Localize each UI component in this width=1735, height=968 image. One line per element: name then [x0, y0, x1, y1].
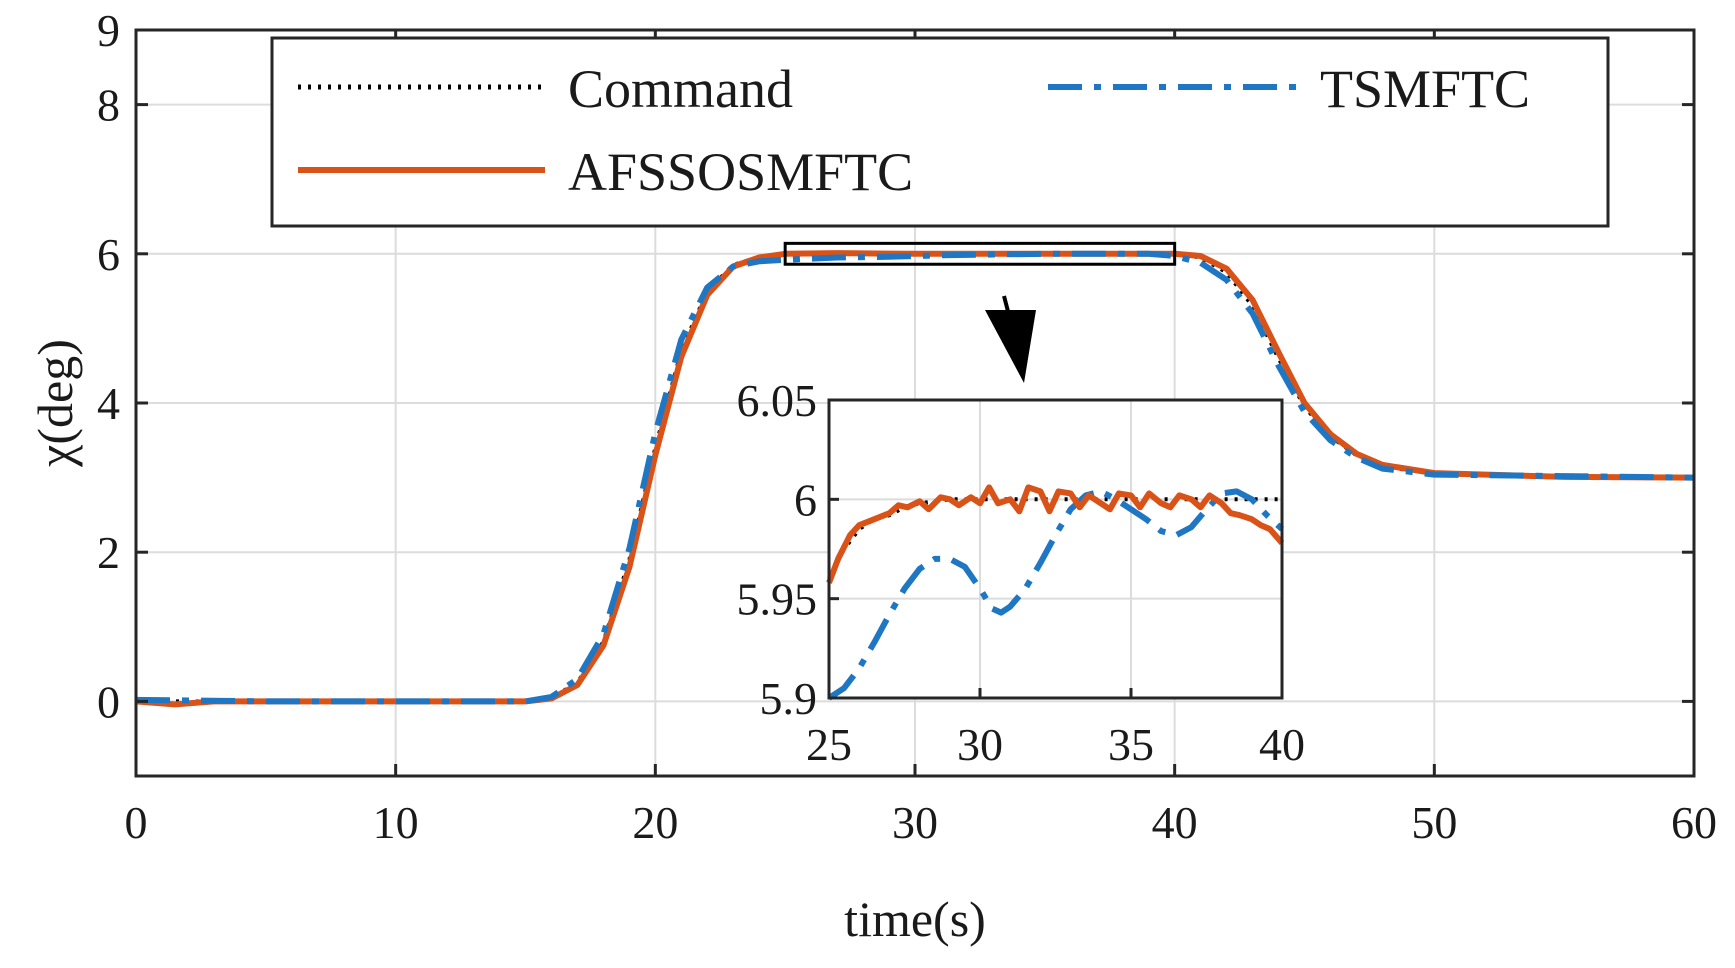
inset-series — [826, 484, 1285, 701]
series-line-tsmftc — [135, 250, 1695, 705]
series-line-afssosmftc — [135, 250, 1695, 708]
inset-x-tick-label: 30 — [957, 719, 1003, 770]
zoom-box — [783, 241, 1177, 266]
legend-box — [270, 36, 1610, 228]
x-tick-label: 10 — [373, 797, 419, 848]
inset-ticks: 25 30 35 40 6.05 6 5.95 5.9 — [737, 375, 1306, 770]
y-axis-title: χ(deg) — [27, 339, 83, 468]
inset-y-tick-label: 6.05 — [737, 375, 818, 426]
inset-y-tick-label: 5.9 — [760, 673, 818, 724]
zoom-box-rect — [783, 241, 1177, 266]
y-tick-label: 4 — [97, 378, 120, 429]
legend-command-label: Command — [568, 59, 793, 119]
y-tick-label: 6 — [97, 229, 120, 280]
inset-y-tick-label: 5.95 — [737, 574, 818, 625]
inset-series-line-command — [827, 497, 1282, 580]
inset-y-tick-label: 6 — [794, 474, 817, 525]
x-tick-label: 20 — [632, 797, 678, 848]
x-axis-title: time(s) — [844, 891, 986, 947]
legend-tsmftc-label: TSMFTC — [1320, 59, 1530, 119]
inset-series-line-afssosmftc — [826, 484, 1285, 584]
inset-background — [829, 400, 1282, 698]
inset-x-tick-label: 35 — [1108, 719, 1154, 770]
x-tick-label: 60 — [1671, 797, 1717, 848]
inset-axes-frame — [827, 398, 1284, 700]
x-tick-label: 40 — [1152, 797, 1198, 848]
y-tick-label: 0 — [97, 676, 120, 727]
y-tick-label: 2 — [97, 527, 120, 578]
zoom-arrow — [985, 295, 1036, 383]
legend: Command TSMFTC AFSSOSMFTC — [270, 36, 1610, 228]
inset-x-tick-label: 40 — [1259, 719, 1305, 770]
main-ticks: 0 10 20 30 40 50 60 0 2 4 6 8 9 — [97, 5, 1717, 848]
main-series — [135, 250, 1695, 708]
legend-afssosmftc-label: AFSSOSMFTC — [568, 142, 913, 202]
y-tick-label: 9 — [97, 5, 120, 56]
x-tick-label: 0 — [125, 797, 148, 848]
y-tick-label: 8 — [97, 80, 120, 131]
x-tick-label: 50 — [1411, 797, 1457, 848]
zoom-arrow-head — [985, 310, 1036, 383]
inset-series-line-tsmftc — [827, 488, 1285, 701]
inset-x-tick-label: 25 — [806, 719, 852, 770]
x-tick-label: 30 — [892, 797, 938, 848]
